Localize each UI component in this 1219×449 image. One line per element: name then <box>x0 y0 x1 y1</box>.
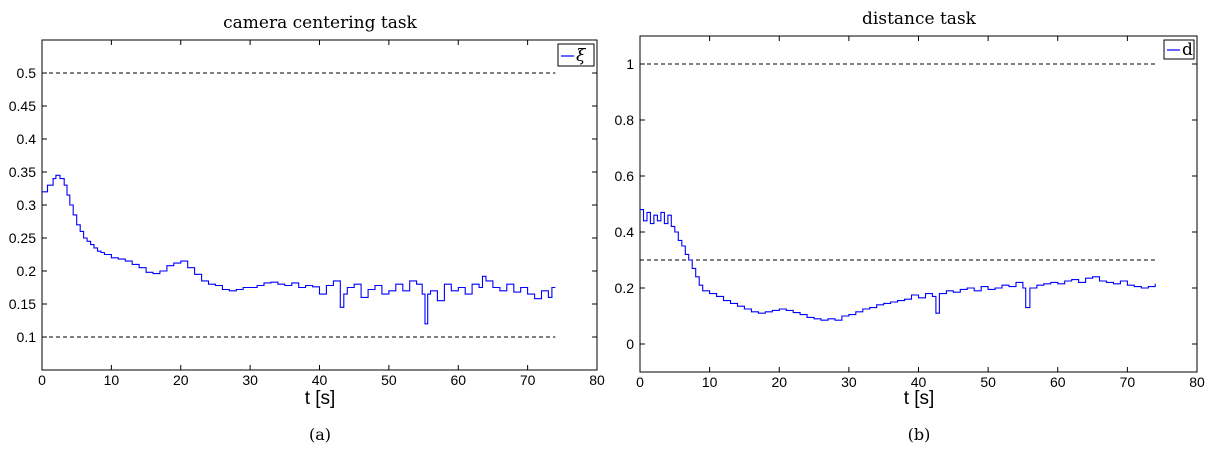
x-tick-label: 50 <box>980 374 996 390</box>
legend-box <box>557 43 595 67</box>
x-tick-label: 70 <box>1120 374 1136 390</box>
x-tick-label: 0 <box>636 374 644 390</box>
x-tick-label: 0 <box>38 372 46 388</box>
plot-area <box>41 39 598 371</box>
x-axis-ticks: 0 10 20 30 40 50 60 70 80 <box>38 40 605 388</box>
plot-area <box>639 35 1198 373</box>
y-tick-label: 0.6 <box>615 168 635 184</box>
y-tick-label: 1 <box>626 56 634 72</box>
y-tick-label: 0.35 <box>9 164 36 180</box>
series-group <box>640 209 1156 321</box>
x-axis-label: t [s] <box>904 388 935 409</box>
legend-label: d <box>1182 40 1193 60</box>
y-axis-ticks: 0 0.2 0.4 0.6 0.8 1 <box>615 56 1197 352</box>
y-tick-label: 0.2 <box>615 280 635 296</box>
series-group <box>42 174 556 325</box>
x-tick-label: 20 <box>771 374 787 390</box>
x-tick-label: 60 <box>1050 374 1066 390</box>
panel-caption: (a) <box>309 425 331 444</box>
y-tick-label: 0.45 <box>9 98 36 114</box>
x-axis-label: t [s] <box>305 388 336 409</box>
y-tick-label: 0.3 <box>17 197 37 213</box>
y-tick-label: 0.4 <box>17 131 37 147</box>
y-tick-label: 0.25 <box>9 230 36 246</box>
y-tick-label: 0 <box>626 336 634 352</box>
chart-title: camera centering task <box>223 13 417 33</box>
x-tick-label: 10 <box>104 372 120 388</box>
x-tick-label: 50 <box>381 372 397 388</box>
x-tick-label: 40 <box>312 372 328 388</box>
threshold-lines <box>640 63 1156 261</box>
x-tick-label: 60 <box>450 372 466 388</box>
x-tick-label: 70 <box>520 372 536 388</box>
panel-caption: (b) <box>908 425 931 444</box>
x-tick-label: 40 <box>911 374 927 390</box>
y-axis-ticks: 0.1 0.15 0.2 0.25 0.3 0.35 0.4 0.45 0.5 <box>9 65 597 345</box>
legend: ξ <box>557 43 595 67</box>
x-tick-label: 80 <box>1189 374 1205 390</box>
series-line <box>42 174 556 325</box>
series-line <box>640 209 1156 321</box>
legend-label: ξ <box>576 46 587 66</box>
y-tick-label: 0.2 <box>17 263 37 279</box>
x-tick-label: 30 <box>841 374 857 390</box>
y-tick-label: 0.5 <box>17 65 37 81</box>
y-tick-label: 0.4 <box>615 224 635 240</box>
y-tick-label: 0.1 <box>17 329 37 345</box>
panel-a-camera-centering: camera centering task 0.10.150.20.250.30… <box>9 13 605 444</box>
x-tick-label: 30 <box>242 372 258 388</box>
chart-title: distance task <box>862 9 977 29</box>
threshold-lines <box>42 72 556 338</box>
x-tick-label: 20 <box>173 372 189 388</box>
x-tick-label: 10 <box>702 374 718 390</box>
y-tick-label: 0.15 <box>9 296 36 312</box>
legend: d <box>1163 39 1195 60</box>
y-tick-label: 0.8 <box>615 112 635 128</box>
x-tick-label: 80 <box>589 372 605 388</box>
panel-b-distance: distance task 0 0.2 0.4 0.6 0.8 1 0 10 20 30 40 50… <box>615 9 1205 444</box>
x-axis-ticks: 0 10 20 30 40 50 60 70 80 <box>636 36 1205 390</box>
